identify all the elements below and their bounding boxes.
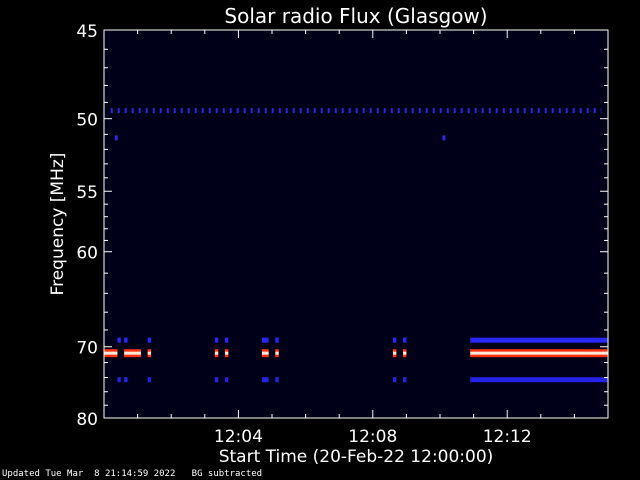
plot-frame bbox=[103, 29, 609, 419]
plot-area bbox=[104, 30, 608, 418]
band-2-segment-0 bbox=[104, 351, 118, 355]
emission-bands bbox=[104, 108, 608, 383]
y-tick-label-0: 45 bbox=[76, 22, 98, 42]
band-3-segment-2 bbox=[147, 377, 152, 383]
bg-subtracted-note: BG subtracted bbox=[191, 469, 263, 479]
band-2-segment-2 bbox=[147, 351, 152, 355]
x-axis-ticks: 12:04 12:08 12:12 bbox=[137, 30, 575, 447]
band-2-segment-1 bbox=[124, 351, 141, 355]
band-3-segment-0 bbox=[117, 377, 121, 383]
band-3-segment-4 bbox=[224, 377, 229, 383]
band-1-segment-1 bbox=[124, 337, 128, 343]
y-axis-label: Frequency [MHz] bbox=[48, 153, 68, 296]
y-tick-label-5: 80 bbox=[76, 410, 98, 430]
band-3-segment-1 bbox=[124, 377, 128, 383]
band-2-segment-5 bbox=[261, 351, 269, 355]
x-tick-label-2: 12:12 bbox=[483, 427, 532, 447]
y-tick-label-3: 60 bbox=[76, 244, 98, 264]
band-1-segment-3 bbox=[214, 337, 219, 343]
x-axis-label: Start Time (20-Feb-22 12:00:00) bbox=[219, 447, 494, 467]
band-2-segment-7 bbox=[392, 351, 397, 355]
band-3-segment-8 bbox=[403, 377, 407, 383]
band-1-segment-9 bbox=[470, 337, 608, 343]
band-3-segment-6 bbox=[275, 377, 279, 383]
band-2-segment-6 bbox=[275, 351, 279, 355]
band-1-segment-6 bbox=[275, 337, 279, 343]
y-axis-ticks: 45 50 55 60 70 80 bbox=[76, 22, 608, 430]
band-3-segment-7 bbox=[392, 377, 397, 383]
band-2-segment-9 bbox=[470, 351, 608, 355]
band-1-segment-8 bbox=[403, 337, 407, 343]
band-1-segment-5 bbox=[261, 337, 269, 343]
band-1-segment-2 bbox=[147, 337, 152, 343]
isolated-points bbox=[114, 135, 446, 141]
y-tick-label-4: 70 bbox=[76, 339, 98, 359]
y-tick-label-1: 50 bbox=[76, 111, 98, 131]
isolated-point-0 bbox=[114, 135, 118, 141]
footer: Updated Tue Mar 8 21:14:59 2022 BG subtr… bbox=[2, 469, 262, 479]
band-3-segment-3 bbox=[214, 377, 219, 383]
band-1-segment-4 bbox=[224, 337, 229, 343]
chart-title: Solar radio Flux (Glasgow) bbox=[224, 4, 487, 28]
x-tick-label-1: 12:08 bbox=[348, 427, 397, 447]
band-2-segment-3 bbox=[214, 351, 219, 355]
updated-timestamp: Updated Tue Mar 8 21:14:59 2022 bbox=[2, 469, 176, 479]
band-3-segment-5 bbox=[261, 377, 269, 383]
band-3-segment-9 bbox=[470, 377, 608, 383]
isolated-point-1 bbox=[442, 135, 446, 141]
x-tick-label-0: 12:04 bbox=[214, 427, 263, 447]
band-2-segment-4 bbox=[224, 351, 229, 355]
band-1-segment-7 bbox=[392, 337, 397, 343]
band-1-segment-0 bbox=[117, 337, 121, 343]
band-2-segment-8 bbox=[403, 351, 407, 355]
y-tick-label-2: 55 bbox=[76, 183, 98, 203]
